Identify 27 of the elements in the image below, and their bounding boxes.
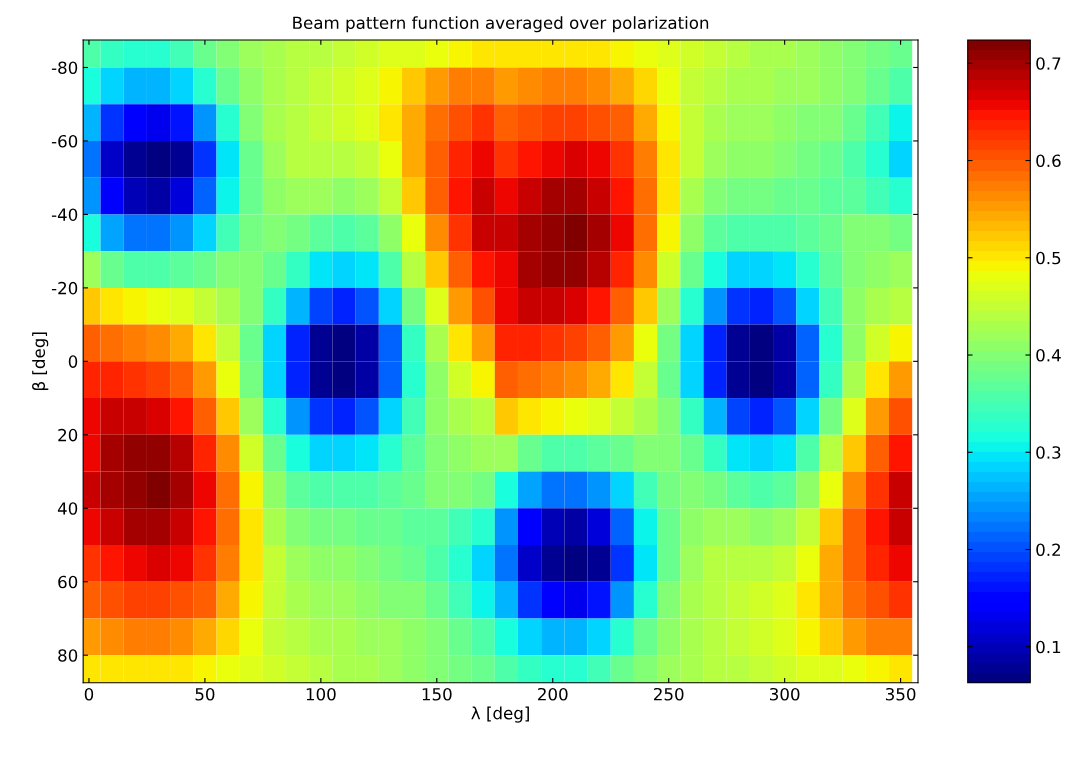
y-tick-label: 60 [58, 575, 78, 589]
color-bar-label: 0.3 [1036, 446, 1061, 459]
x-tick-label: 300 [770, 687, 800, 701]
x-axis-title: λ [deg] [471, 706, 529, 723]
x-tick-label: 0 [84, 687, 94, 701]
y-tick-label: 80 [58, 649, 78, 662]
y-tick-label: -80 [51, 61, 78, 75]
color-bar-label: 0.2 [1036, 543, 1061, 557]
y-tick-label: 40 [57, 502, 78, 515]
x-tick-label: 350 [885, 687, 916, 701]
color-bar-label: 0.5 [1036, 251, 1061, 265]
color-bar-label: 0.7 [1036, 57, 1061, 70]
x-tick-label: 100 [306, 687, 336, 701]
chart-title: Beam pattern function averaged over polarization [293, 16, 709, 33]
color-bar-label: 0.1 [1036, 640, 1061, 654]
y-tick-label: 0 [68, 355, 78, 368]
x-tick-label: 50 [195, 687, 215, 701]
x-tick-label: 200 [538, 687, 568, 701]
y-tick-label: -40 [51, 208, 78, 221]
y-tick-label: -20 [51, 281, 78, 295]
y-axis-title: β [deg] [32, 332, 49, 390]
y-tick-label: -60 [51, 134, 78, 148]
y-tick-label: 20 [58, 428, 78, 442]
color-bar-label: 0.4 [1036, 348, 1061, 362]
color-bar-label: 0.6 [1036, 154, 1061, 168]
x-tick-label: 150 [422, 687, 452, 701]
x-tick-label: 250 [654, 687, 684, 701]
